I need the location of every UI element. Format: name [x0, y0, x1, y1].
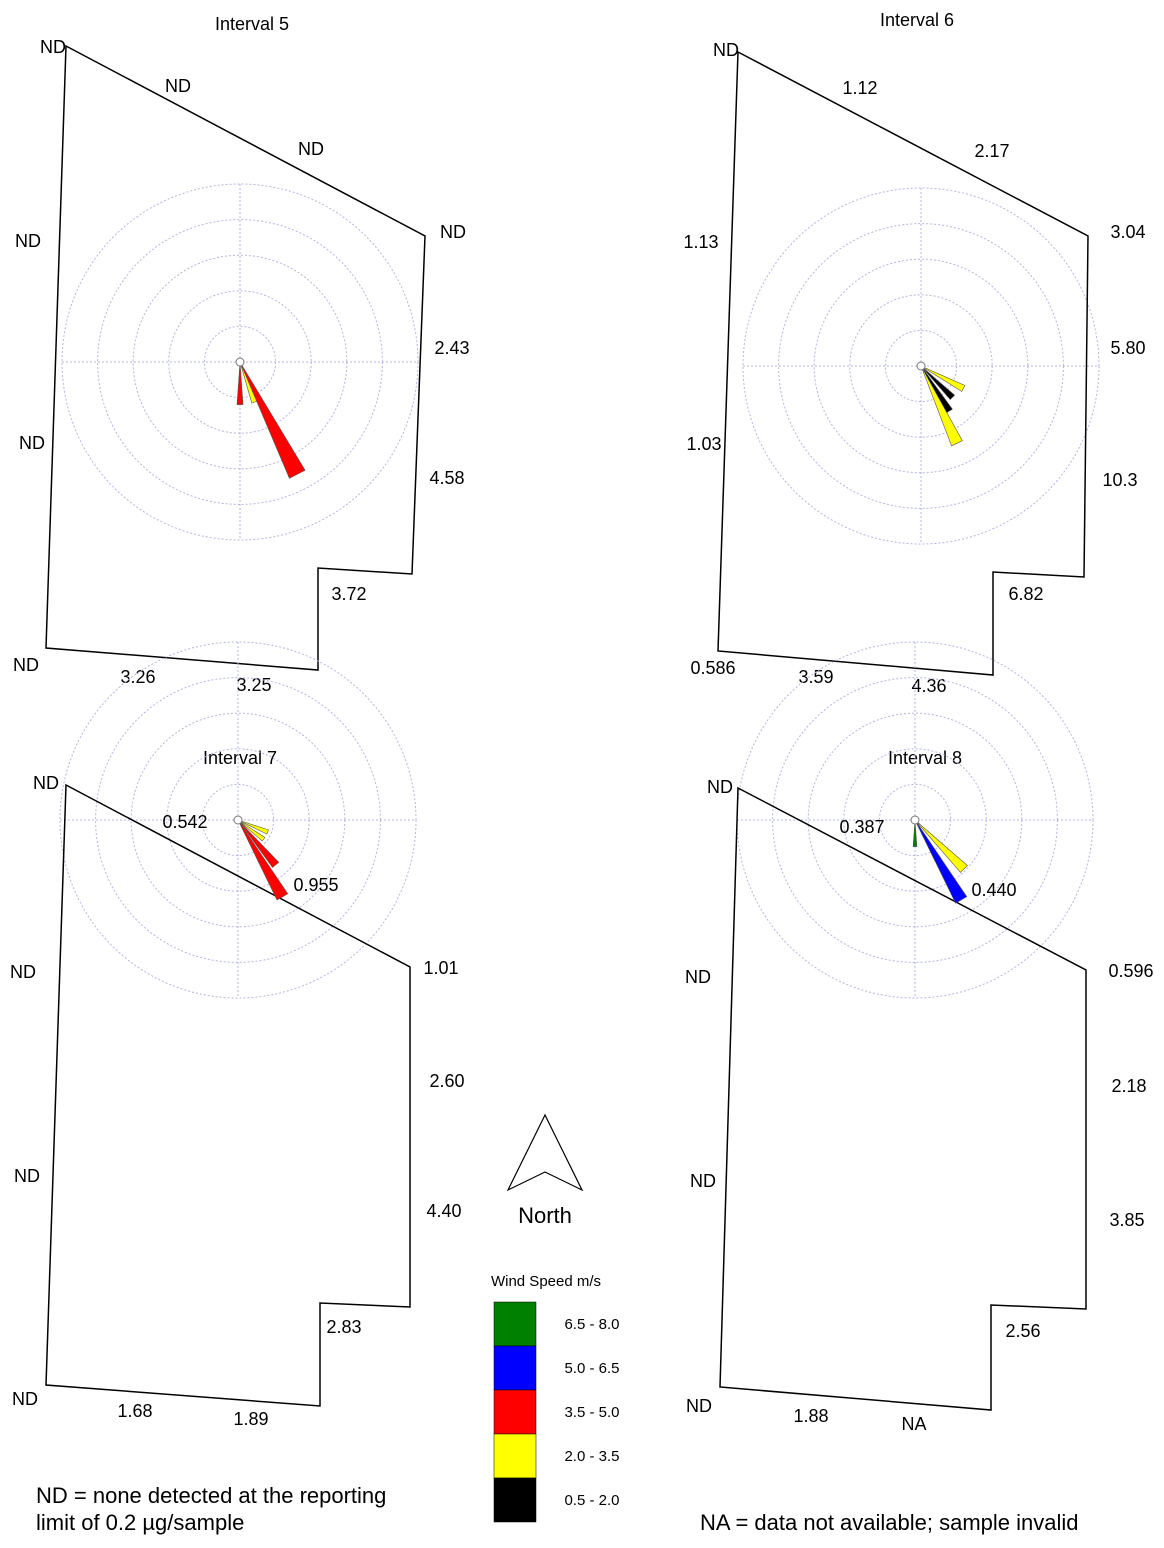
legend-swatch	[493, 1433, 537, 1479]
rose-center	[916, 361, 926, 371]
sampler-label: ND	[440, 222, 466, 242]
sampler-label: NA	[901, 1414, 926, 1434]
wind-rose-panel: Interval 5 ND ND ND ND 2.43 4.58 3.72 3.25 3.26 ND…	[13, 14, 470, 695]
sampler-label: 1.01	[423, 958, 458, 978]
sampler-label: 1.89	[233, 1409, 268, 1429]
sampler-label: ND	[13, 655, 39, 675]
rose-petal	[914, 819, 968, 904]
sampler-label: 2.56	[1005, 1321, 1040, 1341]
sampler-label: ND	[14, 1166, 40, 1186]
sampler-label: 0.542	[162, 812, 207, 832]
rose-petal	[239, 361, 306, 479]
sampler-label: ND	[19, 433, 45, 453]
wind-speed-legend: Wind Speed m/s 6.5 - 8.0 5.0 - 6.5 3.5 - 5…	[491, 1273, 620, 1523]
legend-label: 0.5 - 2.0	[564, 1492, 619, 1509]
na-footnote: NA = data not available; sample invalid	[700, 1510, 1079, 1535]
sampler-label: 4.58	[429, 468, 464, 488]
north-label: North	[518, 1203, 572, 1228]
legend-swatch	[493, 1345, 537, 1391]
panel-title: Interval 5	[215, 14, 289, 34]
rose-ring	[61, 183, 419, 541]
sampler-label: ND	[165, 76, 191, 96]
wind-rose-panel: Interval 8 ND 0.387 0.440 0.596 2.18 3.85 2.56 N…	[685, 641, 1154, 1434]
rose-petal	[237, 819, 269, 835]
panel-title: Interval 7	[203, 748, 277, 768]
sampler-label: ND	[10, 962, 36, 982]
rose-ring	[59, 641, 417, 999]
sampler-label: 0.387	[839, 817, 884, 837]
legend-title: Wind Speed m/s	[491, 1273, 601, 1290]
rose-center	[235, 357, 245, 367]
sampler-label: ND	[685, 967, 711, 987]
sampler-label: 3.72	[331, 584, 366, 604]
rose-petal	[237, 819, 280, 868]
wind-rose-panel: Interval 7 ND 0.542 0.955 1.01 2.60 4.40 2.83 1.…	[10, 641, 465, 1429]
sampler-label: 1.13	[683, 232, 718, 252]
sampler-label: 2.83	[326, 1317, 361, 1337]
sampler-label: 3.04	[1110, 222, 1145, 242]
sampler-label: 0.586	[690, 658, 735, 678]
rose-petal	[237, 819, 289, 901]
legend-swatch	[493, 1477, 537, 1523]
north-arrow-icon	[506, 1113, 584, 1192]
sampler-label: ND	[690, 1171, 716, 1191]
panel-title: Interval 8	[888, 748, 962, 768]
site-boundary	[717, 50, 1089, 676]
sampler-label: 1.68	[117, 1401, 152, 1421]
rose-center	[910, 815, 920, 825]
rose-ring	[742, 187, 1100, 545]
site-boundary	[45, 44, 426, 671]
rose-petal	[920, 365, 956, 401]
rose-petal	[912, 819, 918, 847]
sampler-label: 10.3	[1102, 470, 1137, 490]
sampler-label: 1.88	[793, 1406, 828, 1426]
sampler-label: 2.43	[434, 338, 469, 358]
rose-petal	[237, 819, 266, 842]
sampler-label: 1.12	[842, 78, 877, 98]
legend-swatch	[493, 1389, 537, 1435]
legend-label: 6.5 - 8.0	[564, 1316, 619, 1333]
site-boundary	[719, 786, 1087, 1411]
sampler-label: 3.85	[1109, 1210, 1144, 1230]
legend-label: 2.0 - 3.5	[564, 1448, 619, 1465]
sampler-label: 3.25	[236, 675, 271, 695]
north-arrow: North	[506, 1113, 584, 1228]
sampler-label: 6.82	[1008, 584, 1043, 604]
sampler-label: 4.40	[426, 1201, 461, 1221]
sampler-label: 2.17	[974, 141, 1009, 161]
rose-petal	[920, 365, 966, 392]
sampler-label: ND	[15, 231, 41, 251]
sampler-label: 1.03	[686, 434, 721, 454]
sampler-label: 0.955	[293, 875, 338, 895]
rose-center	[233, 815, 243, 825]
rose-petal	[920, 365, 963, 447]
rose-petal	[236, 361, 244, 405]
sampler-label: ND	[40, 37, 66, 57]
sampler-label: ND	[686, 1396, 712, 1416]
sampler-label: ND	[298, 139, 324, 159]
wind-rose-panel: Interval 6 ND 1.12 2.17 3.04 5.80 10.3 6.82 4.36…	[683, 10, 1145, 696]
legend-label: 5.0 - 6.5	[564, 1360, 619, 1377]
sampler-label: 0.596	[1108, 961, 1153, 981]
sampler-label: 2.18	[1111, 1076, 1146, 1096]
sampler-label: 5.80	[1110, 338, 1145, 358]
sampler-label: 3.26	[120, 667, 155, 687]
sampler-label: ND	[12, 1389, 38, 1409]
sampler-label: 3.59	[798, 667, 833, 687]
rose-ring	[736, 641, 1094, 999]
sampler-label: ND	[713, 40, 739, 60]
legend-swatch	[493, 1301, 537, 1347]
sampler-label: ND	[33, 773, 59, 793]
site-boundary	[45, 783, 411, 1407]
rose-petal	[914, 819, 968, 873]
sampler-label: 2.60	[429, 1071, 464, 1091]
legend-label: 3.5 - 5.0	[564, 1404, 619, 1421]
sampler-label: 0.440	[971, 880, 1016, 900]
nd-footnote: ND = none detected at the reporting limi…	[36, 1483, 387, 1535]
panel-title: Interval 6	[880, 10, 954, 30]
sampler-label: ND	[707, 777, 733, 797]
sampler-label: 4.36	[911, 676, 946, 696]
